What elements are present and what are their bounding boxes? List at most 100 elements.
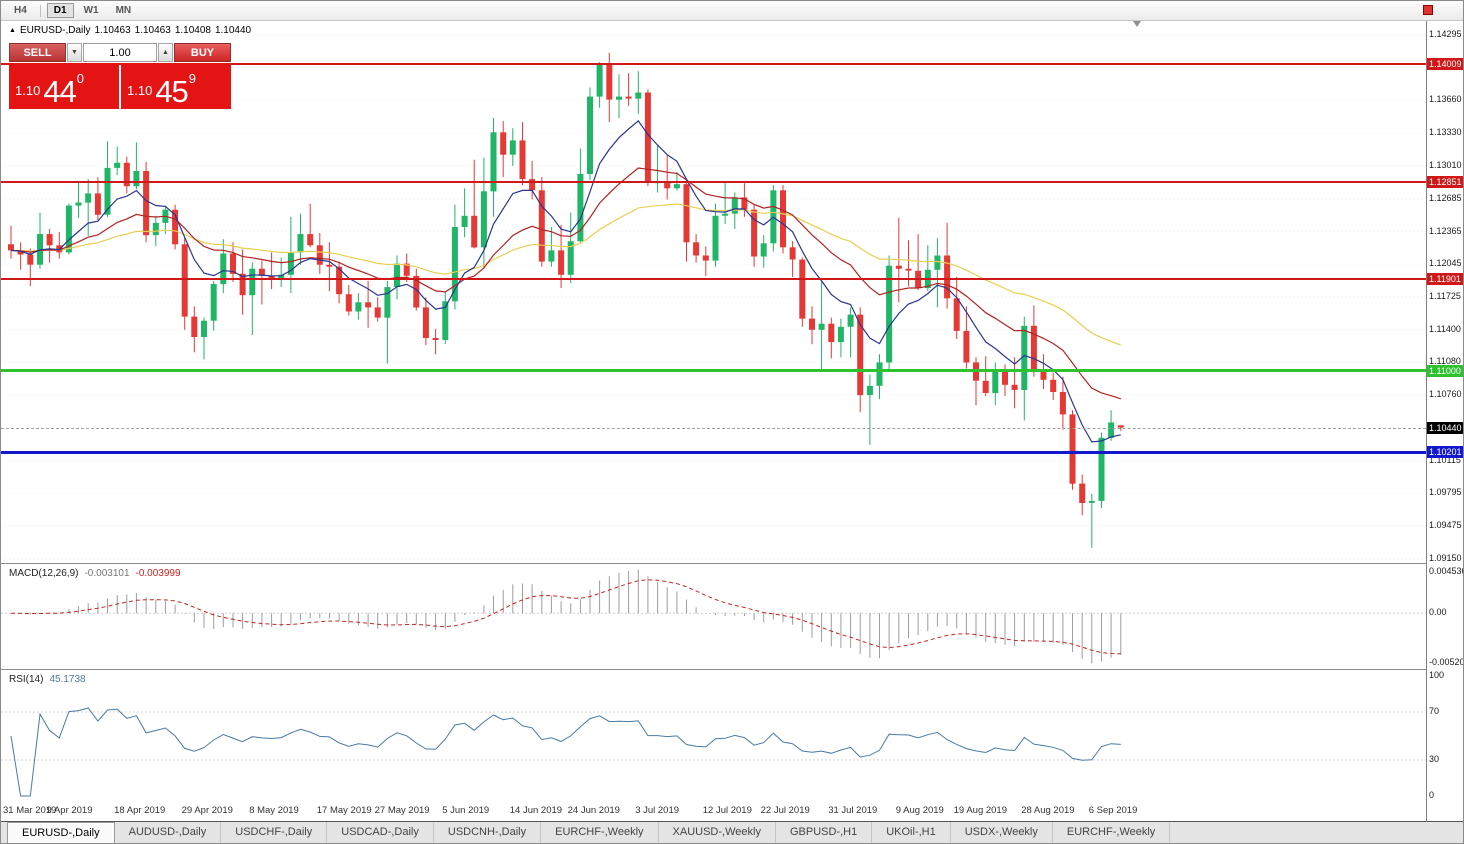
- resistance-line-1-12851[interactable]: [1, 181, 1426, 184]
- macd-main-value: -0.003101: [84, 568, 130, 579]
- up-arrow-icon: ▲: [9, 27, 16, 34]
- trade-panel-prices: 1.10 44 0 1.10 45 9: [9, 63, 231, 109]
- axis-separator: [1426, 21, 1427, 822]
- current-price-label: 1.10440: [1427, 421, 1463, 434]
- macd-axis: 0.004536 0.00 -0.005205: [1427, 564, 1463, 670]
- rsi-pane[interactable]: RSI(14) 45.1738: [1, 670, 1426, 801]
- chart-tab-xauusd-weekly[interactable]: XAUUSD-,Weekly: [659, 822, 776, 843]
- support-line-blue-1-10201-label: 1.10201: [1427, 446, 1463, 458]
- period-button-mn[interactable]: MN: [109, 3, 139, 18]
- resistance-line-1-11901-label: 1.11901: [1427, 272, 1463, 285]
- price-axis-tick: 1.10760: [1429, 389, 1462, 400]
- date-axis-label: 28 Aug 2019: [1021, 805, 1075, 816]
- date-axis-label: 14 Jun 2019: [509, 805, 563, 816]
- chart-tab-bar: EURUSD-,Daily AUDUSD-,Daily USDCHF-,Daily U…: [1, 822, 1463, 843]
- date-axis-label: 12 Jul 2019: [702, 805, 752, 816]
- date-axis-label: 31 Mar 2019: [3, 805, 57, 816]
- rsi-label: RSI(14) 45.1738: [9, 674, 86, 685]
- price-axis-tick: 1.11725: [1429, 290, 1461, 301]
- macd-canvas[interactable]: [1, 564, 1426, 669]
- chart-tab-usdcnh-daily[interactable]: USDCNH-,Daily: [434, 822, 542, 843]
- price-chart-canvas[interactable]: [1, 21, 1426, 563]
- rsi-axis-tick: 100: [1429, 670, 1445, 680]
- date-axis-label: 22 Jul 2019: [760, 805, 810, 816]
- chart-shift-marker[interactable]: [1133, 21, 1141, 27]
- resistance-line-1-14009[interactable]: [1, 63, 1426, 66]
- close-chart-button[interactable]: [1423, 5, 1433, 15]
- support-line-green-1-11000[interactable]: [1, 369, 1426, 373]
- ohlc-high: 1.10463: [134, 25, 171, 36]
- sell-price-prefix: 1.10: [15, 83, 41, 98]
- date-axis-label: 31 Jul 2019: [828, 805, 878, 816]
- chevron-up-icon: ▲: [162, 49, 169, 56]
- sell-price-display[interactable]: 1.10 44 0: [9, 63, 119, 109]
- date-axis-label: 24 Jun 2019: [567, 805, 620, 816]
- date-axis-label: 9 Apr 2019: [46, 805, 93, 816]
- rsi-axis-tick: 70: [1429, 706, 1440, 716]
- chart-tab-eurchf-weekly[interactable]: EURCHF-,Weekly: [541, 822, 659, 843]
- support-line-green-1-11000-label: 1.11000: [1427, 364, 1463, 377]
- chart-title: ▲ EURUSD-,Daily 1.10463 1.10463 1.10408 1.104…: [9, 25, 255, 36]
- price-axis-tick: 1.11080: [1429, 356, 1461, 367]
- rsi-axis-tick: 30: [1429, 754, 1440, 764]
- period-button-w1[interactable]: W1: [77, 3, 106, 18]
- chart-tab-eurusd-daily[interactable]: EURUSD-,Daily: [7, 822, 115, 843]
- macd-pane[interactable]: MACD(12,26,9) -0.003101 -0.003999: [1, 564, 1426, 670]
- date-axis-label: 5 Jun 2019: [442, 805, 490, 816]
- volume-increase-button[interactable]: ▲: [158, 43, 173, 62]
- buy-price-prefix: 1.10: [127, 83, 153, 98]
- current-price-line: [1, 427, 1426, 429]
- price-axis-tick: 1.09150: [1429, 553, 1462, 563]
- buy-price-display[interactable]: 1.10 45 9: [121, 63, 231, 109]
- date-axis-label: 19 Aug 2019: [953, 805, 1007, 816]
- resistance-line-1-11901[interactable]: [1, 277, 1426, 280]
- sell-price-pipette: 0: [76, 71, 85, 86]
- price-axis-tick: 1.12685: [1429, 192, 1462, 203]
- price-axis-tick: 1.09795: [1429, 487, 1462, 498]
- sell-button[interactable]: SELL: [9, 43, 66, 62]
- ohlc-close: 1.10440: [214, 25, 252, 36]
- rsi-name: RSI(14): [9, 674, 44, 685]
- macd-signal-value: -0.003999: [135, 568, 181, 579]
- price-axis-tick: 1.10115: [1429, 454, 1461, 465]
- support-line-blue-1-10201[interactable]: [1, 450, 1426, 454]
- resistance-line-1-12851-label: 1.12851: [1427, 176, 1463, 189]
- rsi-axis: 100 70 30 0: [1427, 670, 1463, 801]
- chart-tab-audusd-daily[interactable]: AUDUSD-,Daily: [115, 822, 222, 843]
- date-axis-label: 8 May 2019: [249, 805, 299, 816]
- macd-label: MACD(12,26,9) -0.003101 -0.003999: [9, 568, 181, 579]
- main-chart-pane[interactable]: ▲ EURUSD-,Daily 1.10463 1.10463 1.10408 1.104…: [1, 21, 1426, 564]
- price-axis[interactable]: 1.14295 1.13660 1.13330 1.13010 1.12685 1.123…: [1427, 21, 1463, 564]
- price-axis-tick: 1.11400: [1429, 323, 1461, 334]
- price-axis-tick: 1.12045: [1429, 258, 1462, 269]
- date-axis[interactable]: 31 Mar 2019 9 Apr 2019 18 Apr 2019 29 Apr 2…: [1, 801, 1463, 822]
- macd-axis-min: -0.005205: [1429, 657, 1463, 667]
- ohlc-low: 1.10408: [174, 25, 211, 36]
- chart-tab-eurchf-weekly[interactable]: EURCHF-,Weekly: [1053, 822, 1171, 843]
- period-button-d1[interactable]: D1: [46, 3, 74, 18]
- chart-tab-ukoil-h1[interactable]: UKOil-,H1: [872, 822, 951, 843]
- rsi-axis-tick: 0: [1429, 790, 1435, 800]
- volume-input[interactable]: [83, 43, 157, 62]
- rsi-canvas[interactable]: [1, 670, 1426, 800]
- trade-panel-controls: SELL ▼ ▲ BUY: [9, 43, 231, 62]
- chart-tab-usdcad-daily[interactable]: USDCAD-,Daily: [327, 822, 434, 843]
- volume-decrease-button[interactable]: ▼: [67, 43, 82, 62]
- price-axis-tick: 1.13660: [1429, 93, 1462, 104]
- buy-price-pipette: 9: [188, 71, 197, 86]
- chart-tab-usdchf-daily[interactable]: USDCHF-,Daily: [221, 822, 328, 843]
- buy-price-big-digits: 45: [155, 73, 188, 109]
- price-axis-tick: 1.09475: [1429, 519, 1462, 530]
- ohlc-open: 1.10463: [94, 25, 131, 36]
- chart-tab-usdx-weekly[interactable]: USDX-,Weekly: [951, 822, 1053, 843]
- date-axis-label: 29 Apr 2019: [181, 805, 233, 816]
- period-button-h4[interactable]: H4: [7, 3, 34, 18]
- date-axis-label: 6 Sep 2019: [1088, 805, 1138, 816]
- buy-button[interactable]: BUY: [174, 43, 231, 62]
- chart-tab-gbpusd-h1[interactable]: GBPUSD-,H1: [776, 822, 873, 843]
- date-axis-label: 18 Apr 2019: [114, 805, 166, 816]
- price-axis-tick: 1.13330: [1429, 127, 1462, 138]
- sell-price-big-digits: 44: [43, 73, 76, 109]
- chevron-down-icon: ▼: [71, 49, 78, 56]
